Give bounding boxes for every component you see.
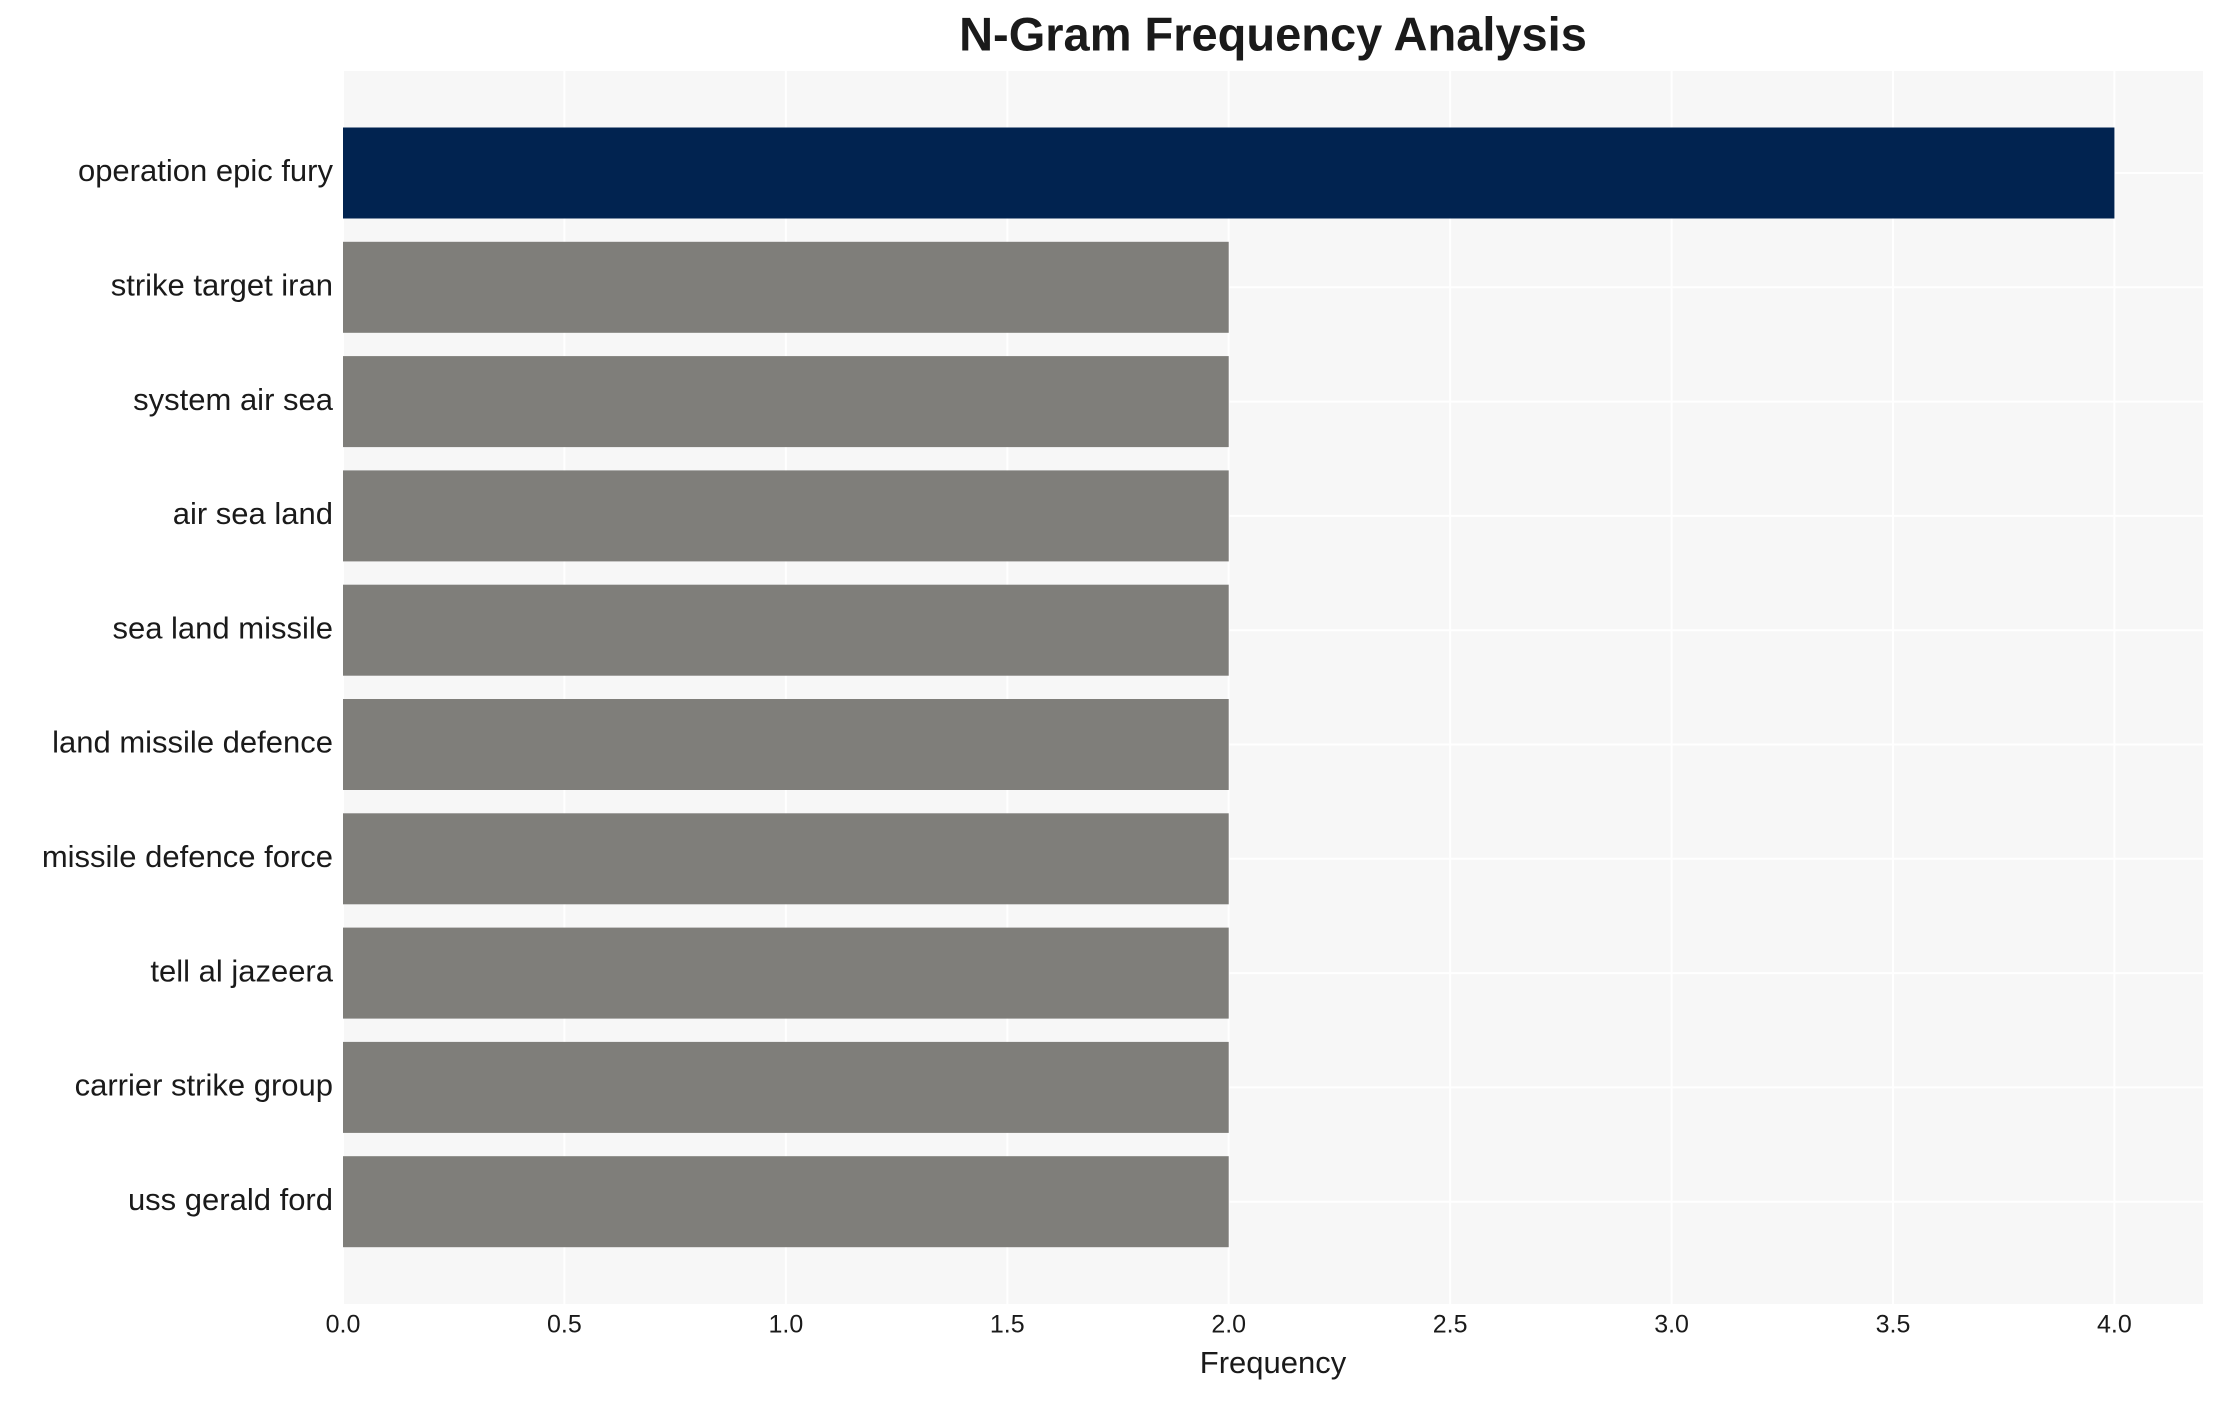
- chart-title: N-Gram Frequency Analysis: [959, 7, 1587, 60]
- x-tick-label: 1.5: [990, 1311, 1025, 1339]
- y-tick-label: tell al jazeera: [150, 953, 333, 988]
- x-tick-label: 1.0: [768, 1311, 803, 1339]
- bar: [343, 584, 1229, 676]
- x-tick-label: 0.0: [326, 1311, 361, 1339]
- x-tick-label: 3.5: [1876, 1311, 1911, 1339]
- bar: [343, 1156, 1229, 1248]
- bar: [343, 699, 1229, 790]
- bar: [343, 356, 1229, 448]
- y-tick-label: strike target iran: [111, 267, 333, 302]
- x-tick-label: 3.0: [1654, 1311, 1689, 1339]
- x-tick-label: 4.0: [2097, 1311, 2132, 1339]
- y-tick-label: sea land missile: [112, 610, 333, 645]
- y-tick-label: operation epic fury: [78, 153, 334, 188]
- x-tick-label: 0.5: [547, 1311, 582, 1339]
- y-tick-label: missile defence force: [42, 839, 333, 874]
- y-tick-label: carrier strike group: [75, 1068, 333, 1103]
- x-axis-label: Frequency: [1200, 1345, 1347, 1380]
- bar: [343, 470, 1229, 562]
- y-tick-label: land missile defence: [52, 725, 333, 760]
- y-tick-label: system air sea: [133, 382, 334, 417]
- bar: [343, 127, 2115, 219]
- bar: [343, 813, 1229, 905]
- y-tick-label: uss gerald ford: [128, 1182, 333, 1217]
- y-tick-label: air sea land: [173, 496, 333, 531]
- bar: [343, 1041, 1229, 1133]
- bar: [343, 927, 1229, 1019]
- x-tick-label: 2.5: [1433, 1311, 1468, 1339]
- x-tick-label: 2.0: [1211, 1311, 1246, 1339]
- bar: [343, 241, 1229, 333]
